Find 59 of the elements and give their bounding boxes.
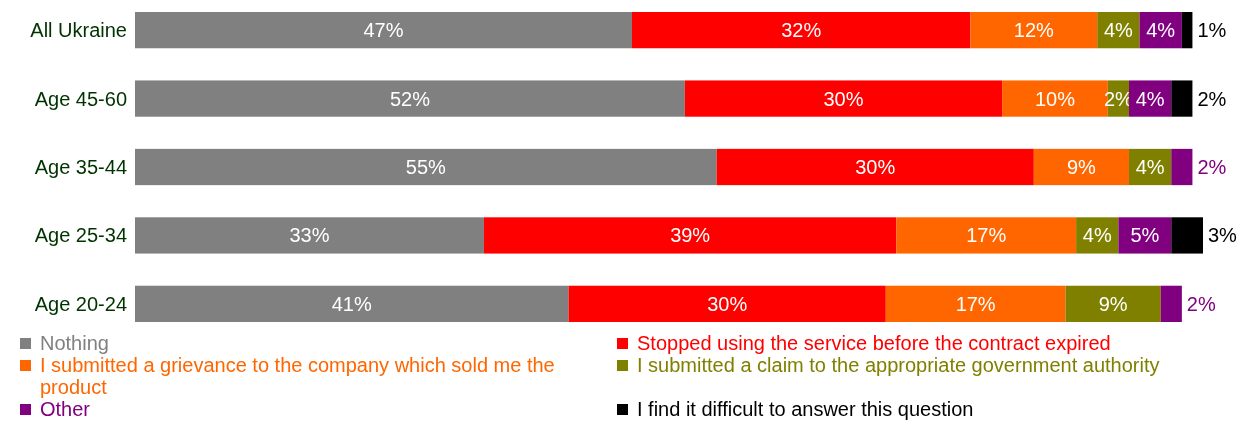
bar xyxy=(135,285,569,322)
data-label: 2% xyxy=(1197,156,1227,178)
data-label: 47% xyxy=(363,19,404,42)
data-label: 4% xyxy=(1135,156,1165,178)
legend-label: I submitted a claim to the appropriate government authority xyxy=(637,354,1160,376)
data-label: 12% xyxy=(1013,19,1055,42)
data-label: 2% xyxy=(1197,87,1227,110)
data-label: 4% xyxy=(1135,87,1165,110)
data-label: 30% xyxy=(855,156,896,178)
bar xyxy=(1171,148,1193,186)
data-label: 33% xyxy=(289,224,330,247)
bar xyxy=(135,12,632,49)
data-label: 17% xyxy=(955,292,996,315)
data-label: 3% xyxy=(1208,224,1238,247)
data-label: 4% xyxy=(1082,224,1112,247)
bar xyxy=(1171,80,1193,117)
y-tick-label: Age 35-44 xyxy=(34,156,127,178)
legend-label: Stopped using the service before the contract expired xyxy=(637,332,1111,354)
y-tick-label: All Ukraine xyxy=(30,19,127,42)
data-label: 17% xyxy=(966,224,1007,247)
bar xyxy=(483,217,897,254)
y-tick-label: Age 45-60 xyxy=(34,87,127,110)
data-label: 41% xyxy=(331,292,372,315)
data-label: 39% xyxy=(670,224,711,247)
bar xyxy=(1160,285,1182,322)
data-label: 1% xyxy=(1197,19,1227,42)
data-label: 5% xyxy=(1130,224,1160,247)
bar xyxy=(568,285,886,322)
bar xyxy=(1118,217,1172,254)
legend-label: Other xyxy=(40,398,91,420)
bar xyxy=(896,217,1077,254)
bar xyxy=(1181,12,1193,49)
bar xyxy=(716,148,1034,186)
bar xyxy=(135,148,717,186)
data-label: 4% xyxy=(1146,19,1176,42)
data-label: 2% xyxy=(1186,292,1216,315)
bar xyxy=(135,80,685,117)
data-label: 55% xyxy=(405,156,447,178)
data-label: 30% xyxy=(707,292,748,315)
bar xyxy=(1033,148,1129,186)
bar xyxy=(135,217,484,254)
y-tick-label: Age 20-24 xyxy=(34,292,127,315)
bar xyxy=(1171,217,1203,254)
data-label: 9% xyxy=(1098,292,1128,315)
legend-label: Nothing xyxy=(40,332,109,354)
bar xyxy=(885,285,1066,322)
data-label: 32% xyxy=(781,19,822,42)
legend-label: I submitted a grievance to the company which sold me the product xyxy=(40,354,555,398)
data-label: 10% xyxy=(1034,87,1076,110)
bar xyxy=(970,12,1098,49)
data-label: 52% xyxy=(389,87,431,110)
data-label: 30% xyxy=(823,87,864,110)
data-label: 4% xyxy=(1103,19,1134,42)
data-label: 9% xyxy=(1066,156,1097,178)
bar xyxy=(631,12,971,49)
bar xyxy=(684,80,1003,117)
legend-label: I find it difficult to answer this question xyxy=(637,398,974,420)
y-tick-label: Age 25-34 xyxy=(34,224,127,247)
bar xyxy=(1065,285,1161,322)
